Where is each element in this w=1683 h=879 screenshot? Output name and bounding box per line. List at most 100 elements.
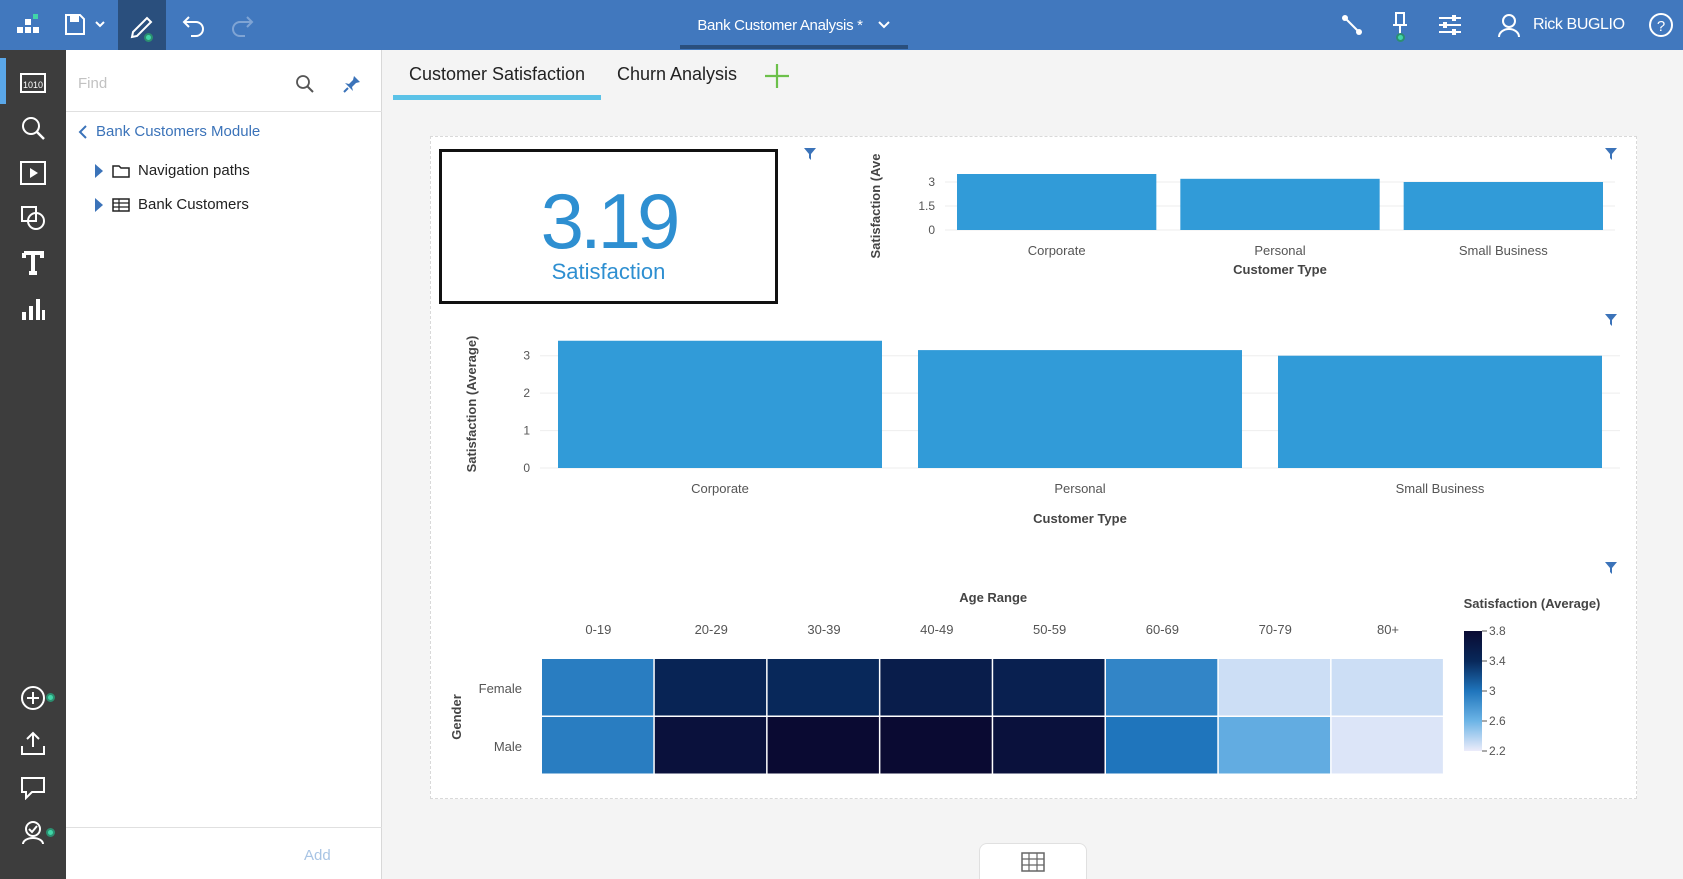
heatmap-column-title: Age Range (959, 590, 1027, 605)
legend-tick-label: 3 (1489, 684, 1496, 698)
left-rail: 1010 (0, 50, 66, 879)
pin-panel-icon[interactable] (342, 74, 362, 94)
heatmap-column-label: 0-19 (585, 622, 611, 637)
x-tick-label: Personal (1054, 481, 1105, 496)
svg-text:1010: 1010 (23, 80, 43, 90)
pin-icon[interactable] (1382, 0, 1418, 50)
heatmap-cell (993, 659, 1105, 716)
explore-icon[interactable] (0, 105, 66, 151)
kpi-value: 3.19 (540, 177, 681, 265)
heatmap-cell (767, 659, 879, 716)
search-icon[interactable] (295, 74, 315, 94)
panel-footer-divider (66, 827, 382, 828)
x-axis-title: Customer Type (1033, 511, 1127, 526)
heatmap-cell (767, 717, 879, 774)
tab-churn-analysis[interactable]: Churn Analysis (617, 64, 738, 84)
properties-icon[interactable] (1432, 0, 1468, 50)
back-to-module[interactable]: Bank Customers Module (78, 123, 260, 140)
filter-icon[interactable] (1604, 561, 1618, 575)
active-tab-indicator (393, 95, 601, 100)
add-tab-icon[interactable] (763, 62, 791, 90)
bar-chart-small[interactable]: 3 1.5 0 Corporate Personal Small Business Cust… (860, 140, 1640, 280)
legend-tick-label: 3.4 (1489, 654, 1506, 668)
heatmap-cell (1218, 717, 1331, 774)
x-tick-label: Corporate (691, 481, 749, 496)
heatmap-row-title: Gender (449, 694, 464, 740)
legend-gradient (1464, 631, 1482, 751)
heatmap-column-label: 70-79 (1259, 622, 1292, 637)
media-icon[interactable] (0, 150, 66, 196)
upload-icon[interactable] (0, 720, 66, 766)
heatmap-cell (880, 717, 992, 774)
heatmap-chart[interactable]: Age Range 0-19 20-29 30-39 40-49 50-59 60-69 70… (440, 575, 1635, 785)
filter-icon[interactable] (803, 147, 817, 161)
user-menu[interactable]: Rick BUGLIO (1497, 0, 1625, 50)
heatmap-column-label: 50-59 (1033, 622, 1066, 637)
y-axis-title: Satisfaction (Average) (464, 336, 479, 473)
help-icon[interactable]: ? (1646, 0, 1676, 50)
kpi-label: Satisfaction (551, 259, 666, 284)
save-icon[interactable] (60, 0, 110, 50)
bar (558, 340, 882, 468)
tree-item-label: Bank Customers (138, 196, 249, 213)
relationship-icon[interactable] (1334, 0, 1370, 50)
find-divider (66, 111, 382, 112)
app-switcher-icon[interactable] (10, 0, 46, 50)
x-tick-label: Personal (1254, 243, 1305, 258)
heatmap-column-label: 30-39 (807, 622, 840, 637)
visualizations-icon[interactable] (0, 286, 66, 332)
filter-icon[interactable] (1604, 147, 1618, 161)
heatmap-column-label: 20-29 (695, 622, 728, 637)
dashboard-title-text: Bank Customer Analysis * (697, 16, 863, 34)
y-axis-title: Satisfaction (Ave (868, 154, 883, 259)
y-tick-label: 1.5 (918, 199, 935, 213)
widgets-icon[interactable] (0, 195, 66, 241)
bar (1278, 355, 1602, 468)
heatmap-cell (542, 659, 654, 716)
heatmap-cell (1106, 659, 1218, 716)
heatmap-cell (542, 717, 654, 774)
find-input[interactable]: Find (78, 75, 108, 92)
text-icon[interactable] (0, 240, 66, 286)
expand-arrow-icon[interactable] (94, 163, 104, 178)
expand-arrow-icon[interactable] (94, 197, 104, 212)
tree-item-bank-customers[interactable]: Bank Customers (94, 196, 249, 213)
heatmap-column-label: 40-49 (920, 622, 953, 637)
bar (918, 350, 1242, 468)
legend-tick-label: 3.8 (1489, 624, 1506, 638)
heatmap-column-label: 80+ (1377, 622, 1399, 637)
module-label: Bank Customers Module (96, 123, 261, 140)
svg-text:?: ? (1657, 18, 1665, 35)
heatmap-cell (880, 659, 992, 716)
y-tick-label: 2 (523, 386, 530, 400)
data-sources-icon[interactable]: 1010 (0, 60, 66, 106)
edit-mode-icon[interactable] (118, 0, 166, 50)
bar-chart-large[interactable]: 3 2 1 0 Corporate Personal Small Business Custo… (440, 310, 1635, 540)
heatmap-cell (1331, 659, 1443, 716)
add-button[interactable]: Add (304, 847, 331, 864)
heatmap-cell (1106, 717, 1218, 774)
comment-icon[interactable] (0, 765, 66, 811)
undo-icon[interactable] (176, 0, 212, 50)
tree-item-label: Navigation paths (138, 162, 250, 179)
bar (1403, 182, 1603, 230)
x-tick-label: Small Business (1396, 481, 1485, 496)
y-tick-label: 0 (523, 461, 530, 475)
heatmap-column-label: 60-69 (1146, 622, 1179, 637)
filter-icon[interactable] (1604, 313, 1618, 327)
heatmap-cell (1331, 717, 1443, 774)
tab-customer-satisfaction[interactable]: Customer Satisfaction (409, 64, 586, 84)
heatmap-row-label: Male (494, 739, 522, 754)
add-icon[interactable] (0, 675, 66, 721)
dashboard-title[interactable]: Bank Customer Analysis * (680, 0, 908, 50)
dashboard-tabs: Customer Satisfaction Churn Analysis (383, 50, 1683, 102)
heatmap-cell (1218, 659, 1331, 716)
legend-tick-label: 2.2 (1489, 744, 1506, 758)
kpi-widget[interactable]: 3.19 Satisfaction (439, 149, 778, 304)
x-tick-label: Small Business (1459, 243, 1548, 258)
notifications-icon[interactable] (0, 810, 66, 856)
redo-icon[interactable] (224, 0, 260, 50)
heatmap-cell (654, 717, 767, 774)
data-tray-toggle[interactable] (979, 843, 1087, 879)
tree-item-navigation-paths[interactable]: Navigation paths (94, 162, 250, 179)
